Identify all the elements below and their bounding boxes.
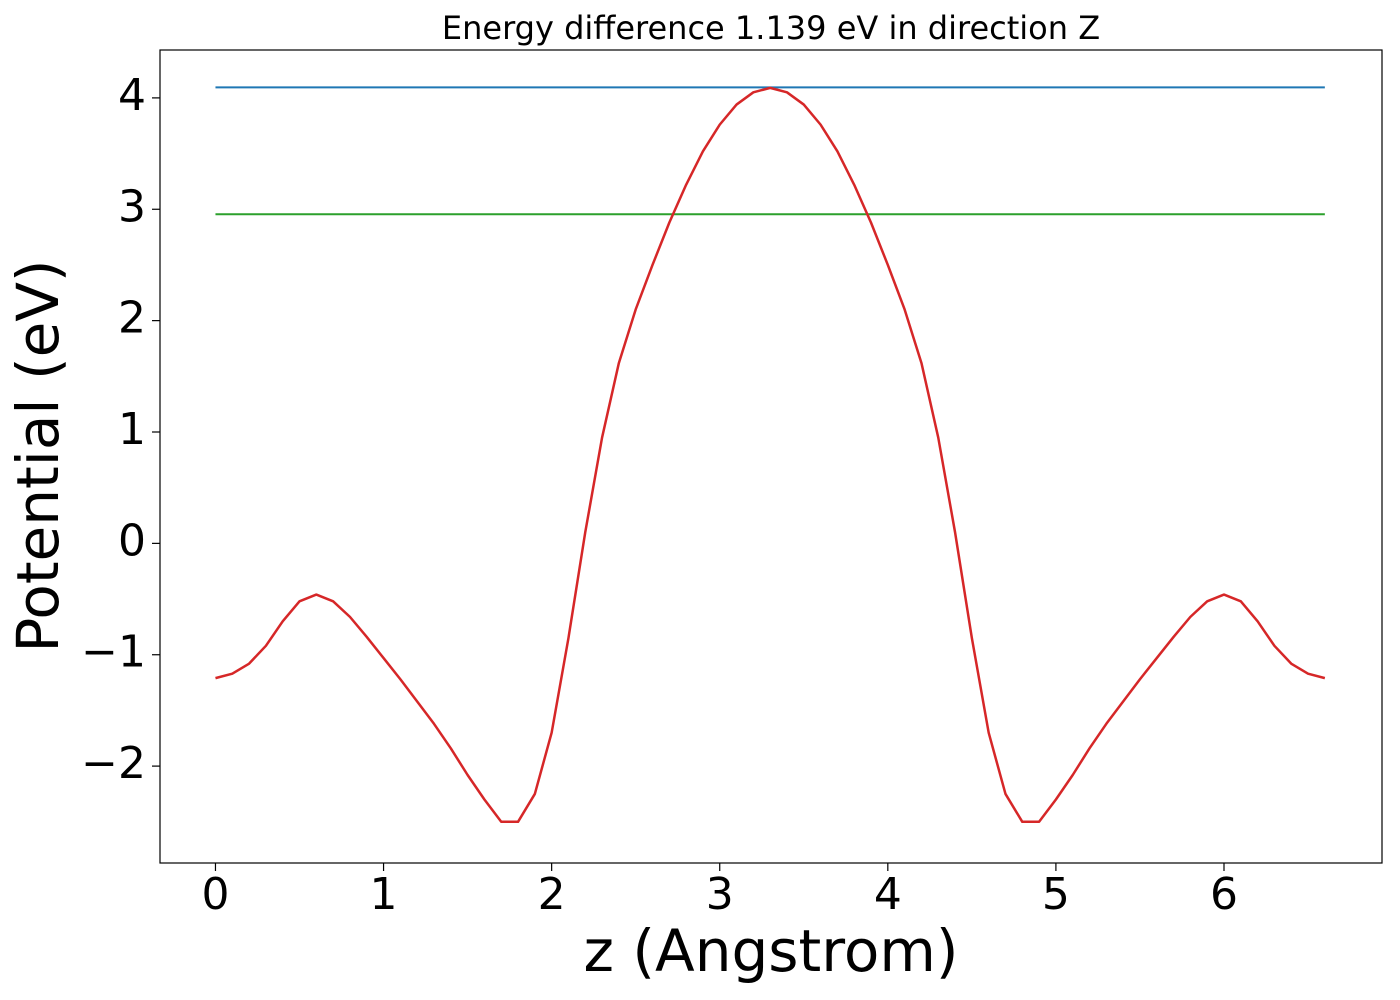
y-tick-label: 0 (118, 515, 146, 566)
y-tick-label: 4 (118, 70, 146, 121)
y-tick-label: −2 (81, 738, 146, 789)
x-tick-label: 1 (370, 869, 398, 920)
x-tick-label: 0 (201, 869, 229, 920)
y-axis-label: Potential (eV) (4, 259, 72, 652)
x-tick-label: 6 (1210, 869, 1238, 920)
x-axis-label: z (Angstrom) (584, 917, 959, 985)
y-tick-label: 3 (118, 181, 146, 232)
x-tick-label: 5 (1042, 869, 1070, 920)
plot-frame (159, 49, 1383, 864)
line-series (215, 86, 1326, 824)
y-tick-label: 1 (118, 404, 146, 455)
y-tick-label: 2 (118, 293, 146, 344)
x-tick-label: 2 (538, 869, 566, 920)
x-tick-label: 4 (874, 869, 902, 920)
chart-title: Energy difference 1.139 eV in direction … (442, 9, 1100, 47)
y-tick-label: −1 (81, 627, 146, 678)
x-tick-label: 3 (706, 869, 734, 920)
